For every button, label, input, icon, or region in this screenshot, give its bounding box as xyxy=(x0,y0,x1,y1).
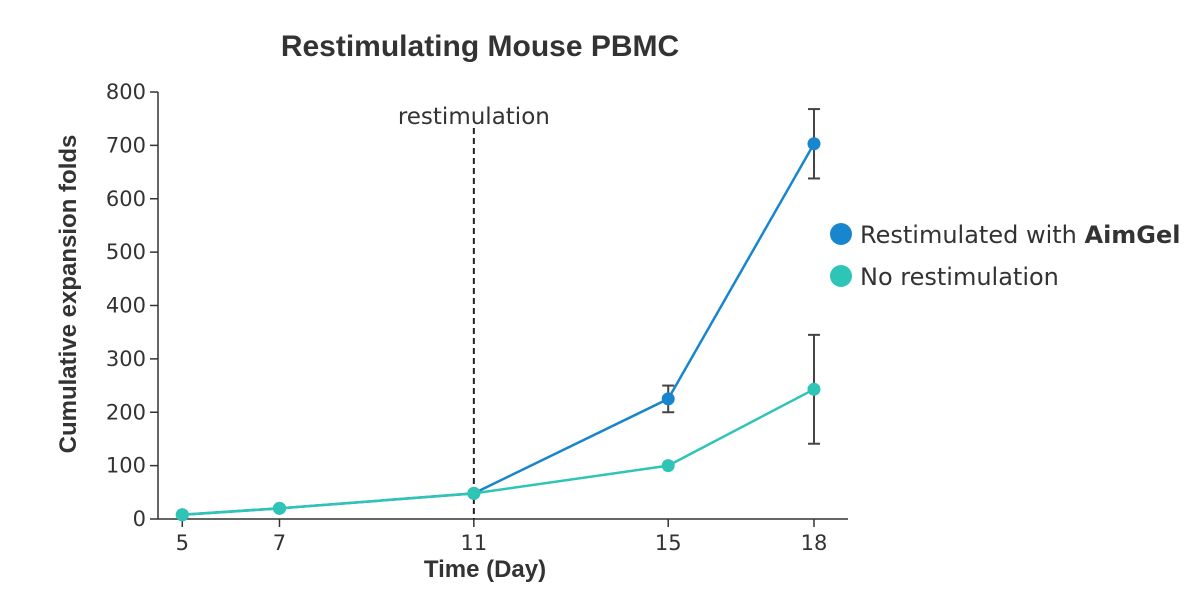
legend: Restimulated with AimGel No restimulation xyxy=(830,221,1181,291)
legend-label: Restimulated with AimGel xyxy=(860,221,1181,249)
series-line xyxy=(182,143,816,516)
data-point xyxy=(807,382,821,396)
y-tick-label: 500 xyxy=(106,240,146,264)
data-point xyxy=(661,392,675,406)
legend-label: No restimulation xyxy=(860,263,1059,291)
series-line xyxy=(182,388,815,516)
y-tick-label: 400 xyxy=(106,294,146,318)
series-group xyxy=(175,108,821,522)
x-tick-label: 15 xyxy=(655,531,682,555)
y-tick-label: 700 xyxy=(106,133,146,157)
y-tick-label: 100 xyxy=(106,454,146,478)
y-axis-label: Cumulative expansion folds xyxy=(55,135,82,454)
legend-marker xyxy=(830,265,852,287)
data-point xyxy=(175,508,189,522)
series-1 xyxy=(175,108,821,522)
axes xyxy=(157,92,848,520)
x-tick-label: 7 xyxy=(273,531,286,555)
y-ticks: 0 100 200 300 400 500 600 700 800 xyxy=(106,80,158,531)
restimulation-annotation: restimulation xyxy=(398,104,550,519)
y-tick-label: 200 xyxy=(106,400,146,424)
data-point xyxy=(807,137,821,151)
data-point xyxy=(272,501,286,515)
x-ticks: 5 7 11 15 18 xyxy=(176,519,828,555)
data-point xyxy=(467,486,481,500)
x-axis-label: Time (Day) xyxy=(424,556,546,583)
data-point xyxy=(661,459,675,473)
y-tick-label: 800 xyxy=(106,80,146,104)
chart-title: Restimulating Mouse PBMC xyxy=(281,30,679,63)
legend-marker xyxy=(830,223,852,245)
x-tick-label: 18 xyxy=(801,531,828,555)
restimulation-label: restimulation xyxy=(398,104,550,130)
series-2 xyxy=(175,333,821,522)
x-tick-label: 11 xyxy=(460,531,487,555)
y-tick-label: 300 xyxy=(106,347,146,371)
x-tick-label: 5 xyxy=(176,531,189,555)
y-tick-label: 0 xyxy=(133,507,146,531)
y-tick-label: 600 xyxy=(106,187,146,211)
